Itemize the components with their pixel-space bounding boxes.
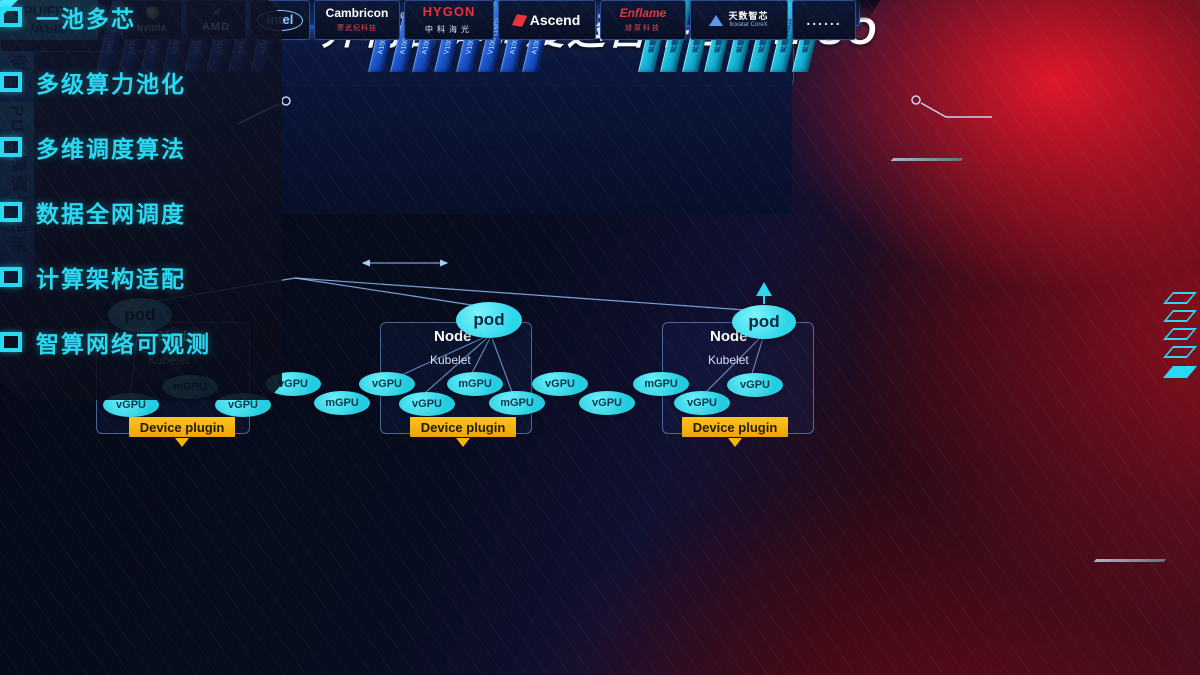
gpu-ellipse: mGPU bbox=[447, 372, 503, 396]
gpu-ellipse: mGPU bbox=[633, 372, 689, 396]
square-bullet-icon bbox=[0, 202, 22, 222]
feature-item: 多维调度算法 bbox=[0, 130, 250, 164]
gpu-ellipse: vGPU bbox=[579, 391, 635, 415]
iluvatar-triangle-icon bbox=[709, 14, 724, 26]
gpu-ellipse: mGPU bbox=[314, 391, 370, 415]
node-2-label: Node bbox=[434, 328, 472, 345]
slash-decoration-icon bbox=[1162, 310, 1198, 322]
slash-decoration-icon bbox=[1162, 292, 1198, 304]
device-plugin-3: Device plugin bbox=[682, 417, 788, 437]
kubelet-3-label: Kubelet bbox=[708, 353, 749, 367]
gpu-ellipse: vGPU bbox=[359, 372, 415, 396]
gpu-ellipse: vGPU bbox=[399, 392, 455, 416]
more-vendors-box: ...... bbox=[792, 0, 856, 40]
feature-item: 智算网络可观测 bbox=[0, 325, 250, 359]
feature-item: 多级算力池化 bbox=[0, 65, 250, 99]
square-bullet-icon bbox=[0, 267, 22, 287]
square-bullet-icon bbox=[0, 137, 22, 157]
feature-item: 计算架构适配 bbox=[0, 260, 250, 294]
gpu-ellipse: vGPU bbox=[727, 373, 783, 397]
slash-decoration-icon bbox=[1162, 328, 1198, 340]
ascend-logo: Ascend bbox=[498, 0, 596, 40]
feature-item: 数据全网调度 bbox=[0, 195, 250, 229]
panel-corner-accent bbox=[890, 158, 964, 161]
device-plugin-2: Device plugin bbox=[410, 417, 516, 437]
square-bullet-icon bbox=[0, 332, 22, 352]
down-arrow-icon bbox=[728, 438, 742, 447]
square-bullet-icon bbox=[0, 72, 22, 92]
gpu-ellipse: vGPU bbox=[532, 372, 588, 396]
iluvatar-logo: 天数智芯 Iluvatar CoreX bbox=[690, 0, 788, 40]
feature-item: 一池多芯 bbox=[0, 0, 250, 34]
gpu-ellipse: mGPU bbox=[489, 391, 545, 415]
down-arrow-icon bbox=[175, 438, 189, 447]
pod-up-arrow-icon bbox=[756, 282, 772, 296]
device-plugin-1: Device plugin bbox=[129, 417, 235, 437]
hygon-logo: HYGON 中科海光 bbox=[404, 0, 494, 40]
cambricon-logo: Cambricon 寒武纪科技 bbox=[314, 0, 400, 40]
panel-corner-accent bbox=[1093, 559, 1167, 562]
features-panel bbox=[0, 0, 282, 400]
enflame-logo: Enflame 燧原科技 bbox=[600, 0, 686, 40]
feature-list: 一池多芯 多级算力池化 多维调度算法 数据全网调度 计算架构适配 智算网络可观测 bbox=[0, 0, 250, 359]
pod-3: pod bbox=[732, 305, 796, 339]
ascend-mark-icon bbox=[511, 13, 527, 27]
slash-decoration-icon bbox=[1162, 346, 1198, 358]
pod-2: pod bbox=[456, 302, 522, 338]
slash-decoration-icon bbox=[1162, 366, 1198, 378]
square-bullet-icon bbox=[0, 7, 22, 27]
gpu-ellipse: vGPU bbox=[674, 391, 730, 415]
kubelet-2-label: Kubelet bbox=[430, 353, 471, 367]
down-arrow-icon bbox=[456, 438, 470, 447]
